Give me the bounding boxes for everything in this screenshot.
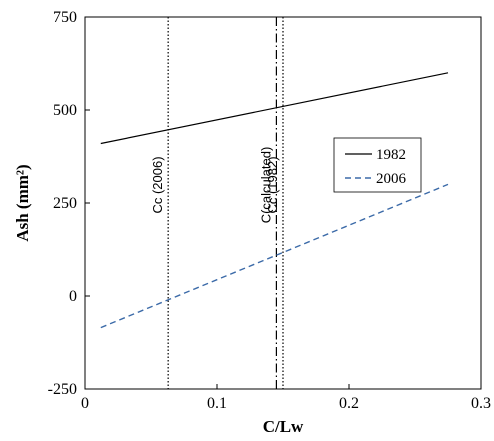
x-axis-title: C/Lw <box>263 417 304 436</box>
x-tick-label: 0.3 <box>471 395 491 412</box>
series-line-2006 <box>100 183 449 329</box>
y-tick-label: 750 <box>53 9 77 26</box>
vertical-line-label: C(calculated) <box>258 147 273 224</box>
y-tick-label: 500 <box>53 102 77 119</box>
y-tick-label: -250 <box>48 381 77 398</box>
legend-box <box>333 137 422 193</box>
y-tick-label: 0 <box>69 288 77 305</box>
vertical-line-label: Cc (1982) <box>265 156 280 213</box>
legend: 1982 2006 <box>333 137 422 193</box>
vertical-line-label: Cc (2006) <box>150 156 165 213</box>
y-tick-label: 250 <box>53 195 77 212</box>
y-axis-ticks: -250 0 250 500 750 <box>48 9 90 398</box>
x-tick-label: 0.2 <box>339 395 359 412</box>
legend-label-2006: 2006 <box>376 171 407 187</box>
y-axis-title: Ash (mm²) <box>13 164 32 241</box>
legend-label-1982: 1982 <box>376 147 406 163</box>
series-line-1982 <box>100 72 449 145</box>
x-axis-ticks: 0 0.1 0.2 0.3 <box>81 384 491 412</box>
x-tick-label: 0 <box>81 395 89 412</box>
series-lines <box>100 72 449 329</box>
vertical-reference-lines: Cc (2006) C(calculated)Cc (1982) <box>150 17 284 389</box>
x-tick-label: 0.1 <box>207 395 227 412</box>
